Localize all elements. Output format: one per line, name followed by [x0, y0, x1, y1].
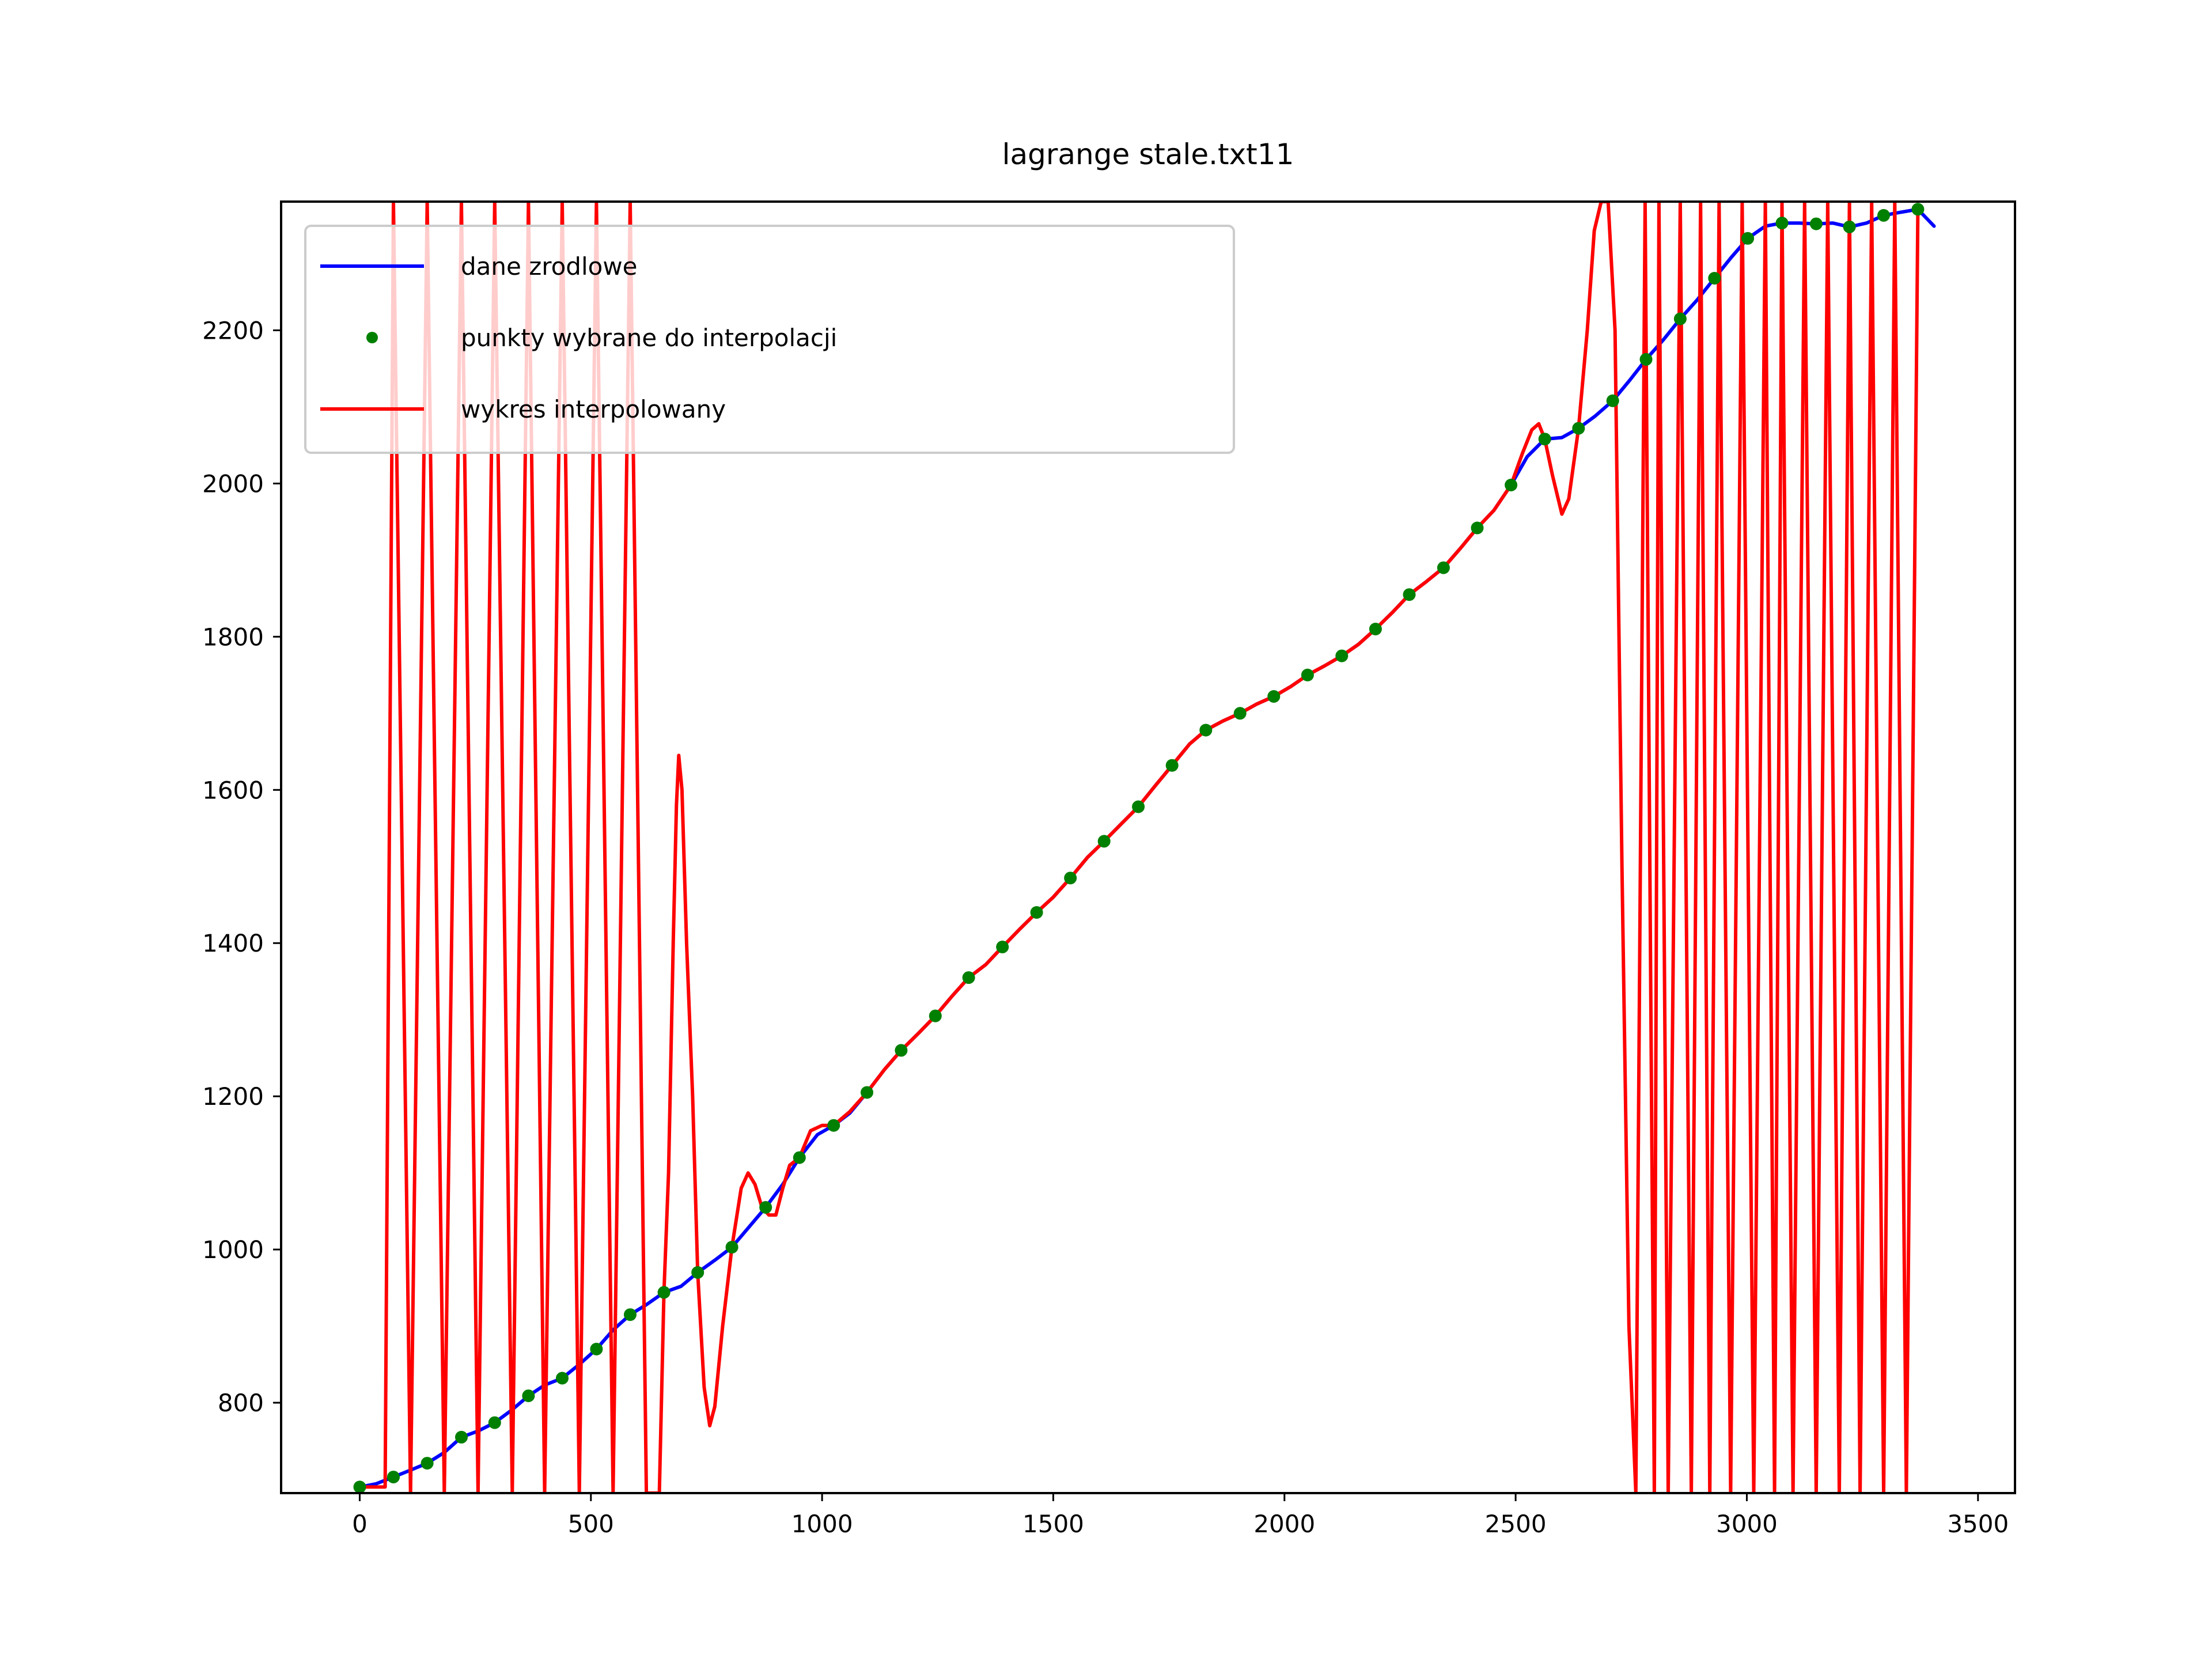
data-point	[827, 1119, 840, 1132]
data-point	[387, 1471, 400, 1484]
y-tick-label: 1800	[202, 623, 264, 651]
data-point	[590, 1343, 603, 1355]
data-point	[624, 1308, 637, 1321]
data-point	[522, 1389, 535, 1403]
series-line-wykres-interpolowany	[358, 202, 1920, 1493]
data-point	[1097, 835, 1111, 848]
y-tick-label: 800	[218, 1389, 264, 1417]
legend-label-dane-zrodlowe: dane zrodlowe	[461, 252, 638, 281]
legend-label-wykres-interpolowany: wykres interpolowany	[461, 395, 726, 423]
x-tick-label: 2000	[1253, 1510, 1315, 1538]
data-point	[861, 1086, 873, 1099]
data-point	[1233, 707, 1247, 720]
data-point	[929, 1009, 942, 1022]
data-point	[691, 1266, 704, 1279]
legend-swatch-punkty-wybrane	[366, 332, 378, 343]
data-point	[421, 1457, 434, 1470]
series-wykres-interpolowany	[358, 202, 1920, 1493]
data-point	[793, 1151, 806, 1164]
chart-title: lagrange stale.txt11	[1002, 138, 1294, 171]
series-punkty-wybrane	[353, 203, 1925, 1493]
x-tick-label: 1500	[1022, 1510, 1084, 1538]
data-point	[1673, 312, 1687, 325]
data-point	[488, 1416, 501, 1429]
data-point	[1708, 272, 1721, 285]
data-point	[1606, 394, 1619, 407]
data-point	[1572, 422, 1585, 435]
data-point	[1471, 521, 1484, 535]
x-tick-label: 3000	[1716, 1510, 1778, 1538]
x-tick-label: 1000	[791, 1510, 853, 1538]
y-tick-label: 1200	[202, 1082, 264, 1111]
y-axis: 800 1000 1200 1400 1600 1800 2000 2200	[202, 316, 281, 1417]
y-tick-label: 2200	[202, 316, 264, 344]
data-point	[895, 1044, 908, 1057]
data-point	[455, 1430, 468, 1444]
y-tick-label: 1000	[202, 1236, 264, 1264]
data-point	[1267, 690, 1281, 703]
data-point	[1911, 203, 1925, 216]
data-point	[1505, 479, 1518, 491]
y-tick-label: 2000	[202, 469, 264, 498]
data-point	[1403, 588, 1416, 601]
data-point	[556, 1372, 569, 1385]
data-point	[1437, 561, 1450, 574]
legend-label-punkty-wybrane: punkty wybrane do interpolacji	[461, 324, 837, 352]
data-point	[1165, 759, 1179, 772]
x-axis: 0 500 1000 1500 2000 2500 3000 3500	[352, 1493, 2009, 1538]
data-point	[1064, 872, 1077, 885]
data-point	[996, 940, 1009, 953]
legend-box	[304, 225, 1235, 454]
data-point	[1741, 232, 1755, 245]
data-point	[1809, 217, 1823, 230]
data-point	[353, 1480, 366, 1493]
x-tick-label: 500	[568, 1510, 614, 1538]
data-point	[1199, 724, 1213, 737]
data-point	[1335, 649, 1349, 662]
x-tick-label: 2500	[1485, 1510, 1547, 1538]
data-point	[1877, 209, 1890, 222]
data-point	[1030, 906, 1043, 919]
legend: dane zrodlowe punkty wybrane do interpol…	[304, 225, 1235, 454]
data-point	[1301, 668, 1314, 681]
y-tick-label: 1400	[202, 929, 264, 957]
data-point	[1775, 217, 1789, 230]
data-point	[1639, 353, 1653, 366]
x-tick-label: 3500	[1947, 1510, 2009, 1538]
data-point	[1369, 623, 1382, 635]
y-tick-label: 1600	[202, 776, 264, 804]
axes-frame	[280, 200, 2016, 1494]
x-tick-label: 0	[352, 1510, 368, 1538]
data-point	[725, 1241, 738, 1254]
data-point	[962, 971, 975, 984]
data-point	[759, 1201, 772, 1214]
data-point	[1132, 800, 1145, 813]
data-point	[1538, 433, 1551, 446]
data-point	[657, 1286, 671, 1299]
plot-area	[353, 202, 1936, 1493]
data-point	[1843, 220, 1856, 233]
